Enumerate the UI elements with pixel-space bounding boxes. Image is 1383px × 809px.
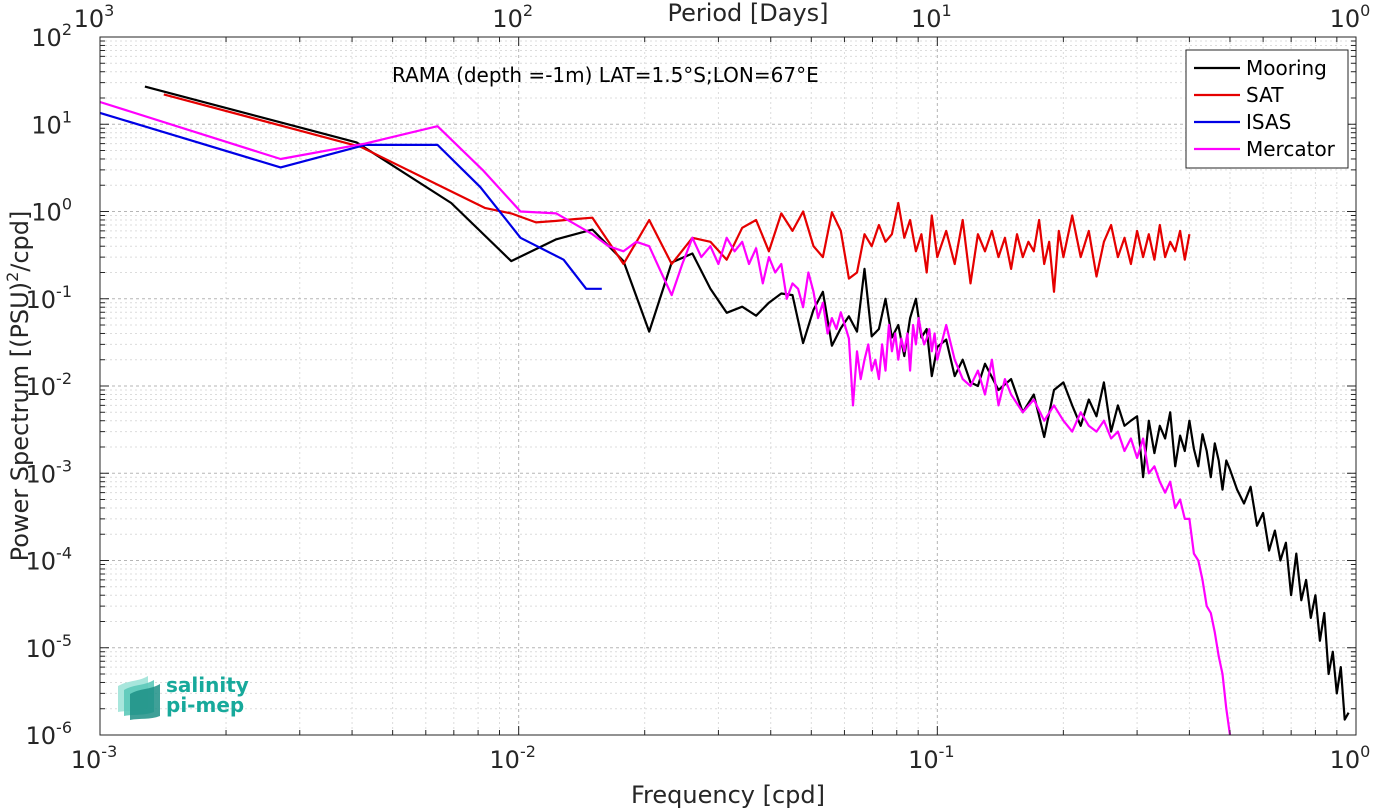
series-line-sat bbox=[163, 93, 1191, 293]
series-line-isas bbox=[99, 111, 602, 290]
top-tick-label: 102 bbox=[492, 1, 533, 33]
legend-label-mooring: Mooring bbox=[1246, 56, 1327, 80]
x-tick-label: 10-3 bbox=[71, 742, 118, 774]
y-tick-label: 10-3 bbox=[26, 456, 73, 488]
series-line-mooring bbox=[144, 85, 1350, 721]
y-tick-label-exp: -5 bbox=[56, 631, 72, 650]
y-tick-label-base: 10 bbox=[31, 199, 62, 227]
y-tick-label: 10-2 bbox=[26, 369, 73, 401]
top-tick-label-exp: 3 bbox=[104, 1, 114, 20]
station-annotation: RAMA (depth =-1m) LAT=1.5°S;LON=67°E bbox=[392, 63, 819, 87]
y-tick-label: 10-1 bbox=[26, 282, 73, 314]
x-tick-labels: 10-3 10-2 10-1 100 bbox=[71, 742, 1371, 774]
y-tick-label-exp: -4 bbox=[56, 544, 72, 563]
top-tick-label-exp: 2 bbox=[523, 1, 533, 20]
x-tick-label-exp: 0 bbox=[1360, 742, 1370, 761]
y-tick-label-base: 10 bbox=[31, 24, 62, 52]
y-tick-label-base: 10 bbox=[26, 460, 57, 488]
x-tick-label-exp: -2 bbox=[520, 742, 536, 761]
x-tick-label-base: 10 bbox=[908, 746, 939, 774]
y-tick-label-exp: 1 bbox=[62, 107, 72, 126]
logo-text-salinity: salinity bbox=[166, 673, 249, 697]
y-tick-label-base: 10 bbox=[26, 286, 57, 314]
top-tick-label-base: 10 bbox=[74, 5, 105, 33]
x-tick-label-exp: -1 bbox=[939, 742, 955, 761]
x-axis-label: Frequency [cpd] bbox=[631, 781, 825, 809]
y-tick-label: 10-4 bbox=[26, 544, 73, 576]
y-axis-label: Power Spectrum [(PSU)2/cpd] bbox=[3, 211, 34, 562]
top-tick-label-base: 10 bbox=[911, 5, 942, 33]
top-tick-label: 103 bbox=[74, 1, 115, 33]
x-tick-label-exp: -3 bbox=[101, 742, 117, 761]
x-tick-label: 10-1 bbox=[908, 742, 955, 774]
logo-wave-front bbox=[130, 684, 160, 720]
y-tick-label-exp: -2 bbox=[56, 369, 72, 388]
y-tick-label-exp: -3 bbox=[56, 456, 72, 475]
y-tick-label-base: 10 bbox=[26, 635, 57, 663]
y-tick-label-exp: -6 bbox=[56, 718, 72, 737]
tick-marks bbox=[99, 36, 1357, 736]
top-tick-label: 100 bbox=[1330, 1, 1371, 33]
y-axis-label-base: Power Spectrum [(PSU) bbox=[6, 282, 34, 561]
legend-label-mercator: Mercator bbox=[1246, 137, 1336, 161]
top-axis-label: Period [Days] bbox=[667, 0, 828, 27]
series-line-mercator bbox=[99, 100, 1232, 736]
logo-text-pimep: pi-mep bbox=[166, 693, 244, 717]
y-tick-label: 101 bbox=[31, 107, 72, 139]
legend-label-sat: SAT bbox=[1246, 83, 1284, 107]
y-axis-label-tail: /cpd] bbox=[6, 211, 34, 272]
y-tick-label-base: 10 bbox=[26, 373, 57, 401]
series-layer bbox=[99, 85, 1350, 736]
y-tick-label: 10-6 bbox=[26, 718, 73, 750]
y-tick-label: 10-5 bbox=[26, 631, 73, 663]
top-tick-label-exp: 1 bbox=[942, 1, 952, 20]
top-tick-label: 101 bbox=[911, 1, 952, 33]
y-tick-label-base: 10 bbox=[26, 722, 57, 750]
y-tick-label-exp: 0 bbox=[62, 195, 72, 214]
top-tick-label-exp: 0 bbox=[1360, 1, 1370, 20]
top-tick-labels: 103 102 101 100 bbox=[74, 1, 1371, 33]
y-tick-label: 100 bbox=[31, 195, 72, 227]
legend-label-isas: ISAS bbox=[1246, 110, 1291, 134]
legend-items: Mooring SAT ISAS Mercator bbox=[1194, 56, 1336, 161]
top-tick-label-base: 10 bbox=[492, 5, 523, 33]
salinity-pi-mep-logo: salinity pi-mep bbox=[118, 673, 249, 720]
legend: Mooring SAT ISAS Mercator bbox=[1185, 49, 1349, 169]
x-tick-label: 100 bbox=[1330, 742, 1371, 774]
y-tick-label-exp: -1 bbox=[56, 282, 72, 301]
top-tick-label-base: 10 bbox=[1330, 5, 1361, 33]
y-tick-label-exp: 2 bbox=[62, 20, 72, 39]
y-tick-label-base: 10 bbox=[31, 111, 62, 139]
x-tick-label: 10-2 bbox=[489, 742, 536, 774]
y-tick-label-base: 10 bbox=[26, 548, 57, 576]
x-tick-label-base: 10 bbox=[1330, 746, 1361, 774]
y-axis-label-sup: 2 bbox=[3, 272, 22, 282]
x-tick-label-base: 10 bbox=[489, 746, 520, 774]
x-tick-label-base: 10 bbox=[71, 746, 102, 774]
y-tick-label: 102 bbox=[31, 20, 72, 52]
